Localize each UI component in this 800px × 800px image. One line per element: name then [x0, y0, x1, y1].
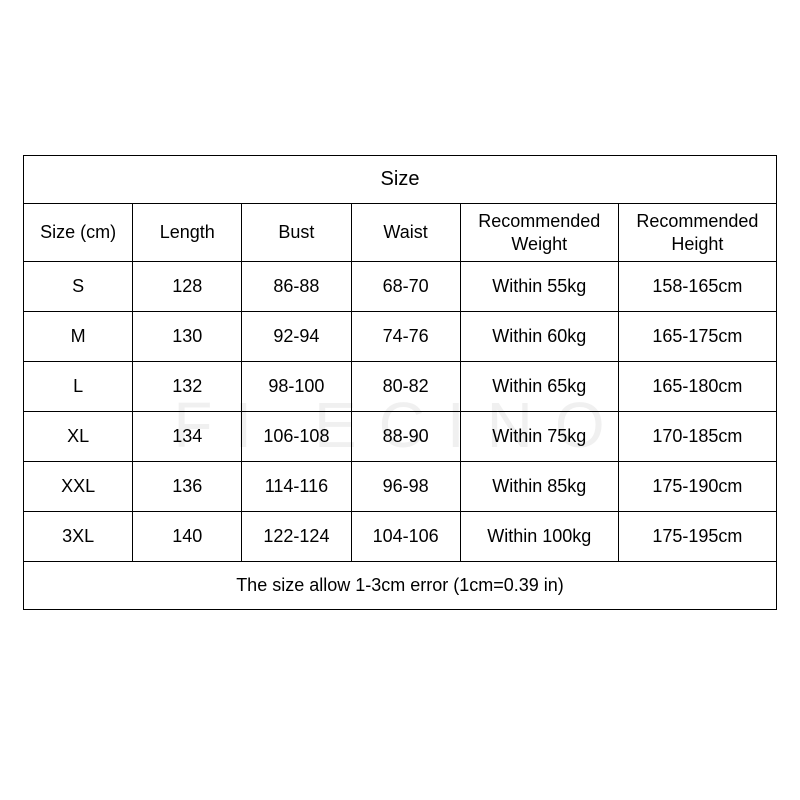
- cell: 122-124: [242, 512, 351, 562]
- cell: S: [24, 262, 133, 312]
- cell: L: [24, 362, 133, 412]
- cell: 130: [133, 312, 242, 362]
- cell: 165-175cm: [618, 312, 776, 362]
- cell: Within 60kg: [460, 312, 618, 362]
- col-length: Length: [133, 204, 242, 262]
- table-row: XL 134 106-108 88-90 Within 75kg 170-185…: [24, 412, 777, 462]
- col-height: Recommended Height: [618, 204, 776, 262]
- cell: 3XL: [24, 512, 133, 562]
- cell: 114-116: [242, 462, 351, 512]
- cell: 132: [133, 362, 242, 412]
- table-row: L 132 98-100 80-82 Within 65kg 165-180cm: [24, 362, 777, 412]
- cell: 92-94: [242, 312, 351, 362]
- cell: 158-165cm: [618, 262, 776, 312]
- cell: XXL: [24, 462, 133, 512]
- cell: 96-98: [351, 462, 460, 512]
- col-size: Size (cm): [24, 204, 133, 262]
- cell: 106-108: [242, 412, 351, 462]
- cell: 74-76: [351, 312, 460, 362]
- cell: 175-195cm: [618, 512, 776, 562]
- cell: 170-185cm: [618, 412, 776, 462]
- cell: 165-180cm: [618, 362, 776, 412]
- cell: XL: [24, 412, 133, 462]
- cell: 134: [133, 412, 242, 462]
- footer-row: The size allow 1-3cm error (1cm=0.39 in): [24, 562, 777, 610]
- cell: Within 100kg: [460, 512, 618, 562]
- cell: 140: [133, 512, 242, 562]
- cell: 104-106: [351, 512, 460, 562]
- cell: 98-100: [242, 362, 351, 412]
- size-chart: Size Size (cm) Length Bust Waist Recomme…: [23, 155, 777, 610]
- table-row: S 128 86-88 68-70 Within 55kg 158-165cm: [24, 262, 777, 312]
- cell: Within 55kg: [460, 262, 618, 312]
- cell: 128: [133, 262, 242, 312]
- cell: M: [24, 312, 133, 362]
- title-row: Size: [24, 156, 777, 204]
- cell: 86-88: [242, 262, 351, 312]
- col-weight: Recommended Weight: [460, 204, 618, 262]
- table-row: 3XL 140 122-124 104-106 Within 100kg 175…: [24, 512, 777, 562]
- col-bust: Bust: [242, 204, 351, 262]
- table-row: M 130 92-94 74-76 Within 60kg 165-175cm: [24, 312, 777, 362]
- cell: 68-70: [351, 262, 460, 312]
- cell: Within 65kg: [460, 362, 618, 412]
- cell: 80-82: [351, 362, 460, 412]
- cell: 88-90: [351, 412, 460, 462]
- table-title: Size: [24, 156, 777, 204]
- table-footer: The size allow 1-3cm error (1cm=0.39 in): [24, 562, 777, 610]
- header-row: Size (cm) Length Bust Waist Recommended …: [24, 204, 777, 262]
- col-waist: Waist: [351, 204, 460, 262]
- cell: Within 85kg: [460, 462, 618, 512]
- cell: 136: [133, 462, 242, 512]
- size-table: Size Size (cm) Length Bust Waist Recomme…: [23, 155, 777, 610]
- cell: 175-190cm: [618, 462, 776, 512]
- cell: Within 75kg: [460, 412, 618, 462]
- table-row: XXL 136 114-116 96-98 Within 85kg 175-19…: [24, 462, 777, 512]
